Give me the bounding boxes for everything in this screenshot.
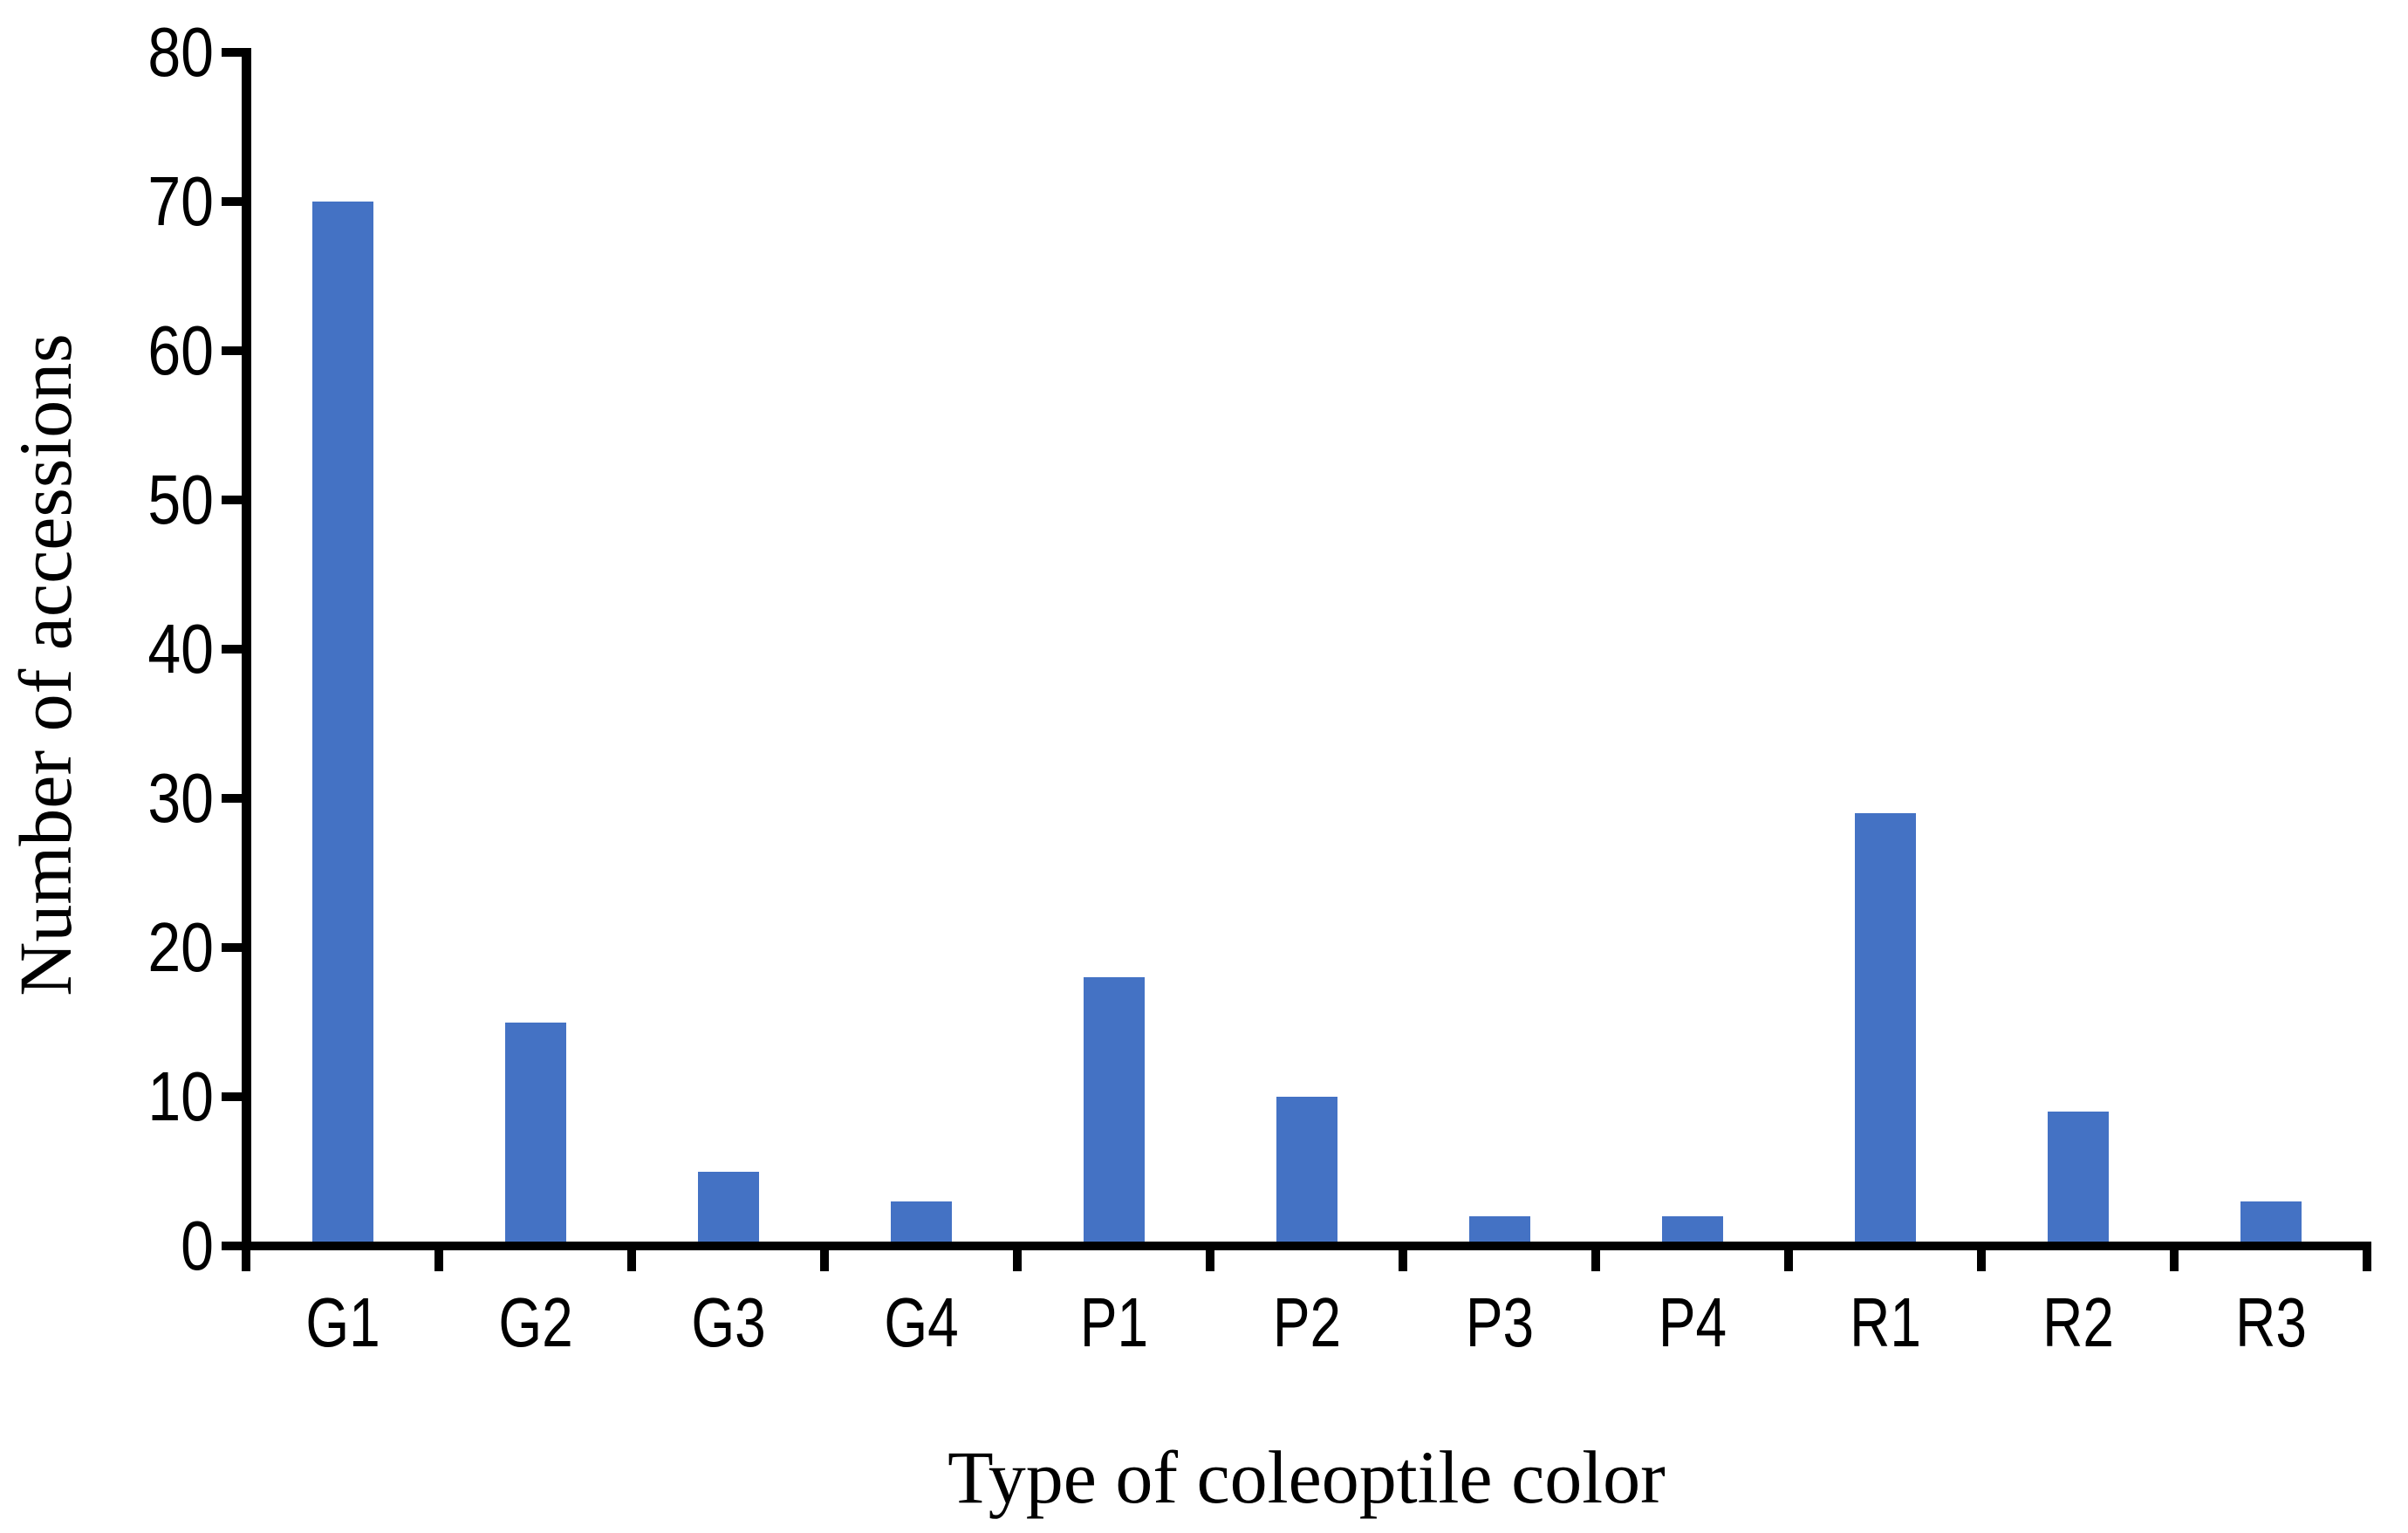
- bar-R1: [1854, 813, 1916, 1246]
- y-tick-label: 30: [147, 759, 214, 837]
- x-axis-title: Type of coleoptile color: [947, 1435, 1666, 1519]
- x-tick: [1399, 1242, 1407, 1271]
- bar-P3: [1468, 1215, 1530, 1246]
- y-tick-label: 50: [147, 461, 214, 538]
- y-tick: [222, 48, 246, 57]
- bar-R2: [2047, 1112, 2109, 1246]
- category-label: P3: [1465, 1283, 1534, 1361]
- x-tick: [242, 1242, 250, 1271]
- category-label: R1: [1849, 1283, 1921, 1361]
- x-tick: [2363, 1242, 2371, 1271]
- y-tick: [222, 1242, 246, 1250]
- x-tick: [1591, 1242, 1600, 1271]
- bar-R3: [2240, 1201, 2302, 1246]
- bar-P2: [1276, 1097, 1337, 1246]
- bar-P1: [1083, 977, 1145, 1246]
- y-tick-label: 80: [147, 13, 214, 91]
- y-tick: [222, 943, 246, 952]
- y-axis-line: [242, 48, 251, 1250]
- category-label: P2: [1272, 1283, 1341, 1361]
- x-tick: [820, 1242, 829, 1271]
- x-tick: [1784, 1242, 1793, 1271]
- x-tick: [2170, 1242, 2179, 1271]
- category-label: P4: [1658, 1283, 1727, 1361]
- category-label: R3: [2234, 1283, 2307, 1361]
- x-tick: [627, 1242, 636, 1271]
- y-tick: [222, 1092, 246, 1101]
- category-label: G1: [304, 1283, 380, 1361]
- category-label: G2: [497, 1283, 573, 1361]
- bar-G4: [890, 1201, 952, 1246]
- y-tick: [222, 496, 246, 504]
- x-tick: [434, 1242, 443, 1271]
- x-tick: [1206, 1242, 1214, 1271]
- x-tick: [1977, 1242, 1986, 1271]
- category-label: G4: [883, 1283, 959, 1361]
- bar-G2: [504, 1022, 566, 1246]
- category-label: P1: [1079, 1283, 1148, 1361]
- bar-P4: [1661, 1215, 1723, 1246]
- x-axis-line: [242, 1242, 2371, 1250]
- bar-G1: [311, 202, 373, 1246]
- y-tick-label: 70: [147, 162, 214, 240]
- y-tick-label: 10: [147, 1057, 214, 1135]
- y-tick-label: 20: [147, 908, 214, 986]
- x-tick: [1013, 1242, 1022, 1271]
- y-tick-label: 60: [147, 311, 214, 389]
- y-axis-title: Number of accessions: [3, 333, 87, 996]
- y-tick: [222, 645, 246, 654]
- y-tick-label: 0: [181, 1207, 214, 1284]
- y-tick: [222, 197, 246, 206]
- category-label: R2: [2042, 1283, 2114, 1361]
- y-tick: [222, 346, 246, 355]
- y-tick: [222, 794, 246, 803]
- category-label: G3: [690, 1283, 766, 1361]
- bar-G3: [697, 1171, 759, 1246]
- y-tick-label: 40: [147, 610, 214, 688]
